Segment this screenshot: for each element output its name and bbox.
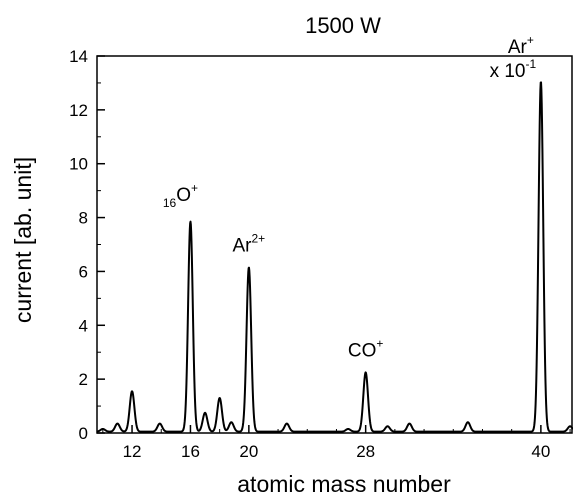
y-tick-label-10: 10 [69,155,88,174]
annotation-co: CO+ [348,336,384,361]
x-axis-label: atomic mass number [237,471,451,497]
annotation-ar2: Ar2+ [233,231,266,256]
annotation-ar-scale: x 10-1 [490,57,537,82]
y-tick-label-8: 8 [79,209,88,228]
x-tick-label-20: 20 [239,442,258,461]
annotation-ar: Ar+ [508,33,534,58]
spectrum-line [96,81,573,433]
x-tick-label-40: 40 [531,442,550,461]
x-tick-label-16: 16 [181,442,200,461]
y-tick-label-4: 4 [79,316,88,335]
y-tick-label-14: 14 [69,47,88,66]
y-tick-label-6: 6 [79,262,88,281]
chart-title: 1500 W [305,13,381,38]
x-tick-label-12: 12 [123,442,142,461]
y-tick-label-2: 2 [79,370,88,389]
x-tick-label-28: 28 [356,442,375,461]
y-axis-label: current [ab. unit] [10,157,36,323]
y-tick-label-12: 12 [69,101,88,120]
annotation-o16: 16O+ [163,181,198,210]
plot-frame [96,55,573,434]
y-tick-label-0: 0 [79,424,88,443]
